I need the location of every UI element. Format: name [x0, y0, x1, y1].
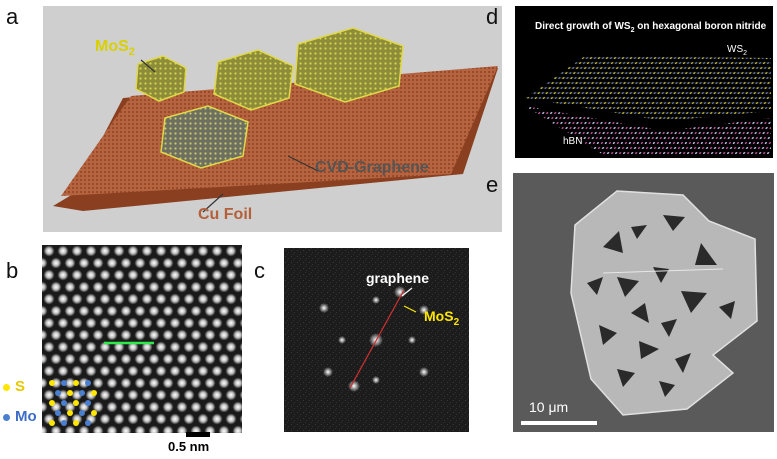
panel-a: MoS2 CVD-Graphene Cu Foil	[43, 6, 502, 232]
graphene-arrow	[401, 287, 413, 297]
mos2-label: MoS2	[95, 38, 135, 59]
mos2-domain-2	[213, 49, 294, 111]
panel-d-title: Direct growth of WS2 on hexagonal boron …	[535, 21, 767, 34]
ws2-layer	[525, 56, 771, 121]
panel-letter-c: c	[254, 258, 265, 283]
panel-d-illustration	[525, 56, 771, 156]
panel-b-scale-label: 0.5 nm	[168, 439, 210, 454]
panel-letter-d: d	[486, 4, 499, 29]
panel-e-scale-label: 10 μm	[529, 399, 569, 415]
panel-letter-e: e	[486, 172, 499, 197]
panel-e: 10 μm	[513, 173, 774, 432]
panel-b-stem-image	[42, 245, 242, 433]
atom-model-inset	[49, 380, 97, 426]
s-legend: S	[3, 378, 25, 395]
panel-letter-b: b	[6, 258, 19, 283]
s-dot-icon	[3, 383, 10, 391]
panel-c-fft-image	[284, 248, 469, 432]
mo-legend: Mo	[3, 408, 37, 425]
hbn-label: hBN	[563, 136, 583, 147]
mos2-domain-1	[135, 55, 187, 102]
hbn-flake	[570, 190, 758, 416]
mo-dot-icon	[3, 413, 10, 421]
mos2-domain-3	[294, 27, 404, 103]
cvd-graphene-label: CVD-Graphene	[315, 159, 429, 176]
panel-b-scale-bar	[186, 432, 210, 437]
fft-graphene-label: graphene	[366, 270, 430, 286]
panel-b	[42, 245, 242, 433]
mos2-domain-4	[160, 105, 249, 169]
panel-e-sem-image	[570, 190, 758, 416]
panel-letter-a: a	[6, 4, 19, 29]
panel-c: graphene MoS2	[284, 248, 469, 432]
flake-crack-line	[602, 268, 724, 274]
ws2-triangles	[587, 215, 735, 397]
hbn-layer	[525, 106, 771, 156]
ws2-label: WS2	[727, 44, 748, 57]
fft-mos2-label: MoS2	[424, 308, 460, 328]
panel-a-illustration	[53, 27, 498, 213]
cu-foil-surface	[61, 66, 498, 196]
panel-e-scale-bar	[521, 421, 597, 425]
red-line-marker	[349, 289, 405, 389]
mos2-arrow	[403, 305, 417, 313]
panel-d: Direct growth of WS2 on hexagonal boron …	[515, 6, 773, 158]
cu-foil-label: Cu Foil	[198, 206, 253, 223]
